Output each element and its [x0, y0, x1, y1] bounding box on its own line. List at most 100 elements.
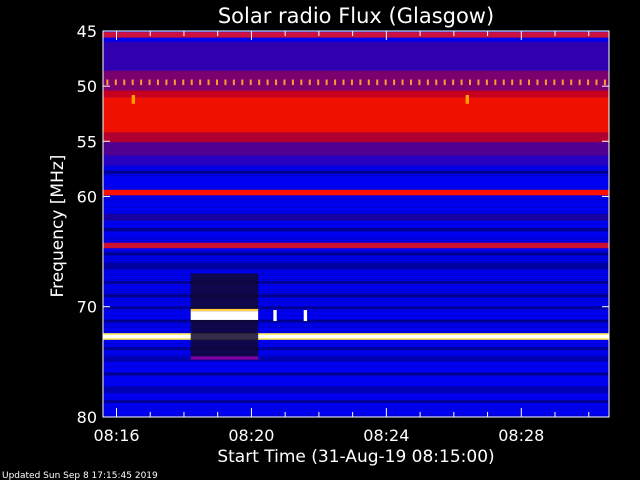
periodic-mark: [418, 79, 421, 86]
periodic-mark: [477, 79, 480, 86]
noise-line: [103, 187, 609, 188]
noise-line: [103, 195, 609, 196]
noise-line: [103, 227, 609, 228]
noise-line: [103, 223, 609, 224]
periodic-mark: [291, 79, 294, 86]
frequency-band: [103, 32, 609, 38]
x-axis-title: Start Time (31-Aug-19 08:15:00): [217, 447, 494, 467]
noise-line: [103, 275, 609, 276]
noise-line: [103, 317, 609, 318]
noise-line: [103, 399, 609, 400]
frequency-band: [103, 189, 609, 196]
noise-line: [103, 345, 609, 346]
frequency-band: [103, 334, 609, 339]
frequency-band: [103, 386, 609, 393]
noise-line: [103, 299, 609, 300]
periodic-mark: [317, 79, 320, 86]
dark-stripe: [103, 400, 609, 404]
noise-line: [103, 211, 609, 212]
noise-line: [103, 251, 609, 252]
noise-line: [103, 379, 609, 380]
noise-line: [103, 363, 609, 364]
periodic-mark: [570, 79, 573, 86]
periodic-mark: [384, 79, 387, 86]
periodic-mark: [283, 79, 286, 86]
periodic-mark: [308, 79, 311, 86]
periodic-mark: [207, 79, 210, 86]
noise-line: [103, 343, 609, 344]
noise-line: [103, 305, 609, 306]
frequency-band: [103, 42, 609, 71]
periodic-mark: [536, 79, 539, 86]
y-axis-title: Frequency [MHz]: [48, 155, 68, 298]
periodic-mark: [258, 79, 261, 86]
noise-line: [103, 303, 609, 304]
noise-line: [103, 259, 609, 260]
noise-line: [103, 311, 609, 312]
event-burst: [190, 356, 259, 360]
periodic-mark: [232, 79, 235, 86]
y-tick-label: 55: [77, 132, 97, 151]
noise-line: [103, 367, 609, 368]
periodic-mark: [469, 79, 472, 86]
periodic-mark: [325, 79, 328, 86]
periodic-mark: [173, 79, 176, 86]
noise-line: [103, 287, 609, 288]
y-tick-label: 60: [77, 187, 97, 206]
noise-line: [103, 313, 609, 314]
noise-line: [103, 309, 609, 310]
noise-line: [103, 315, 609, 316]
periodic-mark: [485, 79, 488, 86]
periodic-mark: [435, 79, 438, 86]
periodic-mark: [595, 79, 598, 86]
periodic-mark: [409, 79, 412, 86]
noise-line: [103, 395, 609, 396]
periodic-mark: [241, 79, 244, 86]
periodic-mark: [578, 79, 581, 86]
noise-line: [103, 403, 609, 404]
noise-line: [103, 381, 609, 382]
periodic-mark: [401, 79, 404, 86]
noise-line: [103, 383, 609, 384]
y-tick-label: 45: [77, 22, 97, 41]
noise-line: [103, 285, 609, 286]
noise-line: [103, 279, 609, 280]
y-axis: 45 50 55 60 70 80: [77, 22, 609, 427]
noise-line: [103, 237, 609, 238]
periodic-mark: [156, 79, 159, 86]
periodic-mark: [587, 79, 590, 86]
periodic-mark: [190, 79, 193, 86]
noise-line: [103, 169, 609, 170]
noise-line: [103, 323, 609, 324]
periodic-mark: [266, 79, 269, 86]
noise-line: [103, 179, 609, 180]
noise-line: [103, 291, 609, 292]
event-spike: [465, 94, 470, 104]
noise-line: [103, 329, 609, 330]
noise-line: [103, 181, 609, 182]
periodic-mark: [182, 79, 185, 86]
dark-stripe: [103, 347, 609, 351]
noise-line: [103, 415, 609, 416]
periodic-mark: [300, 79, 303, 86]
periodic-mark: [114, 79, 117, 86]
periodic-mark: [460, 79, 463, 86]
noise-line: [103, 207, 609, 208]
noise-line: [103, 189, 609, 190]
periodic-mark: [452, 79, 455, 86]
periodic-mark: [275, 79, 278, 86]
periodic-mark: [359, 79, 362, 86]
noise-line: [103, 255, 609, 256]
noise-line: [103, 185, 609, 186]
frequency-band: [103, 242, 609, 249]
periodic-mark: [140, 79, 143, 86]
frequency-band: [103, 70, 609, 91]
periodic-mark: [216, 79, 219, 86]
dark-stripe: [103, 280, 609, 284]
dark-stripe: [103, 319, 609, 323]
noise-line: [103, 289, 609, 290]
plot-area: [102, 30, 610, 418]
periodic-mark: [249, 79, 252, 86]
x-tick-label: 08:20: [228, 426, 274, 445]
frequency-band: [103, 90, 609, 98]
